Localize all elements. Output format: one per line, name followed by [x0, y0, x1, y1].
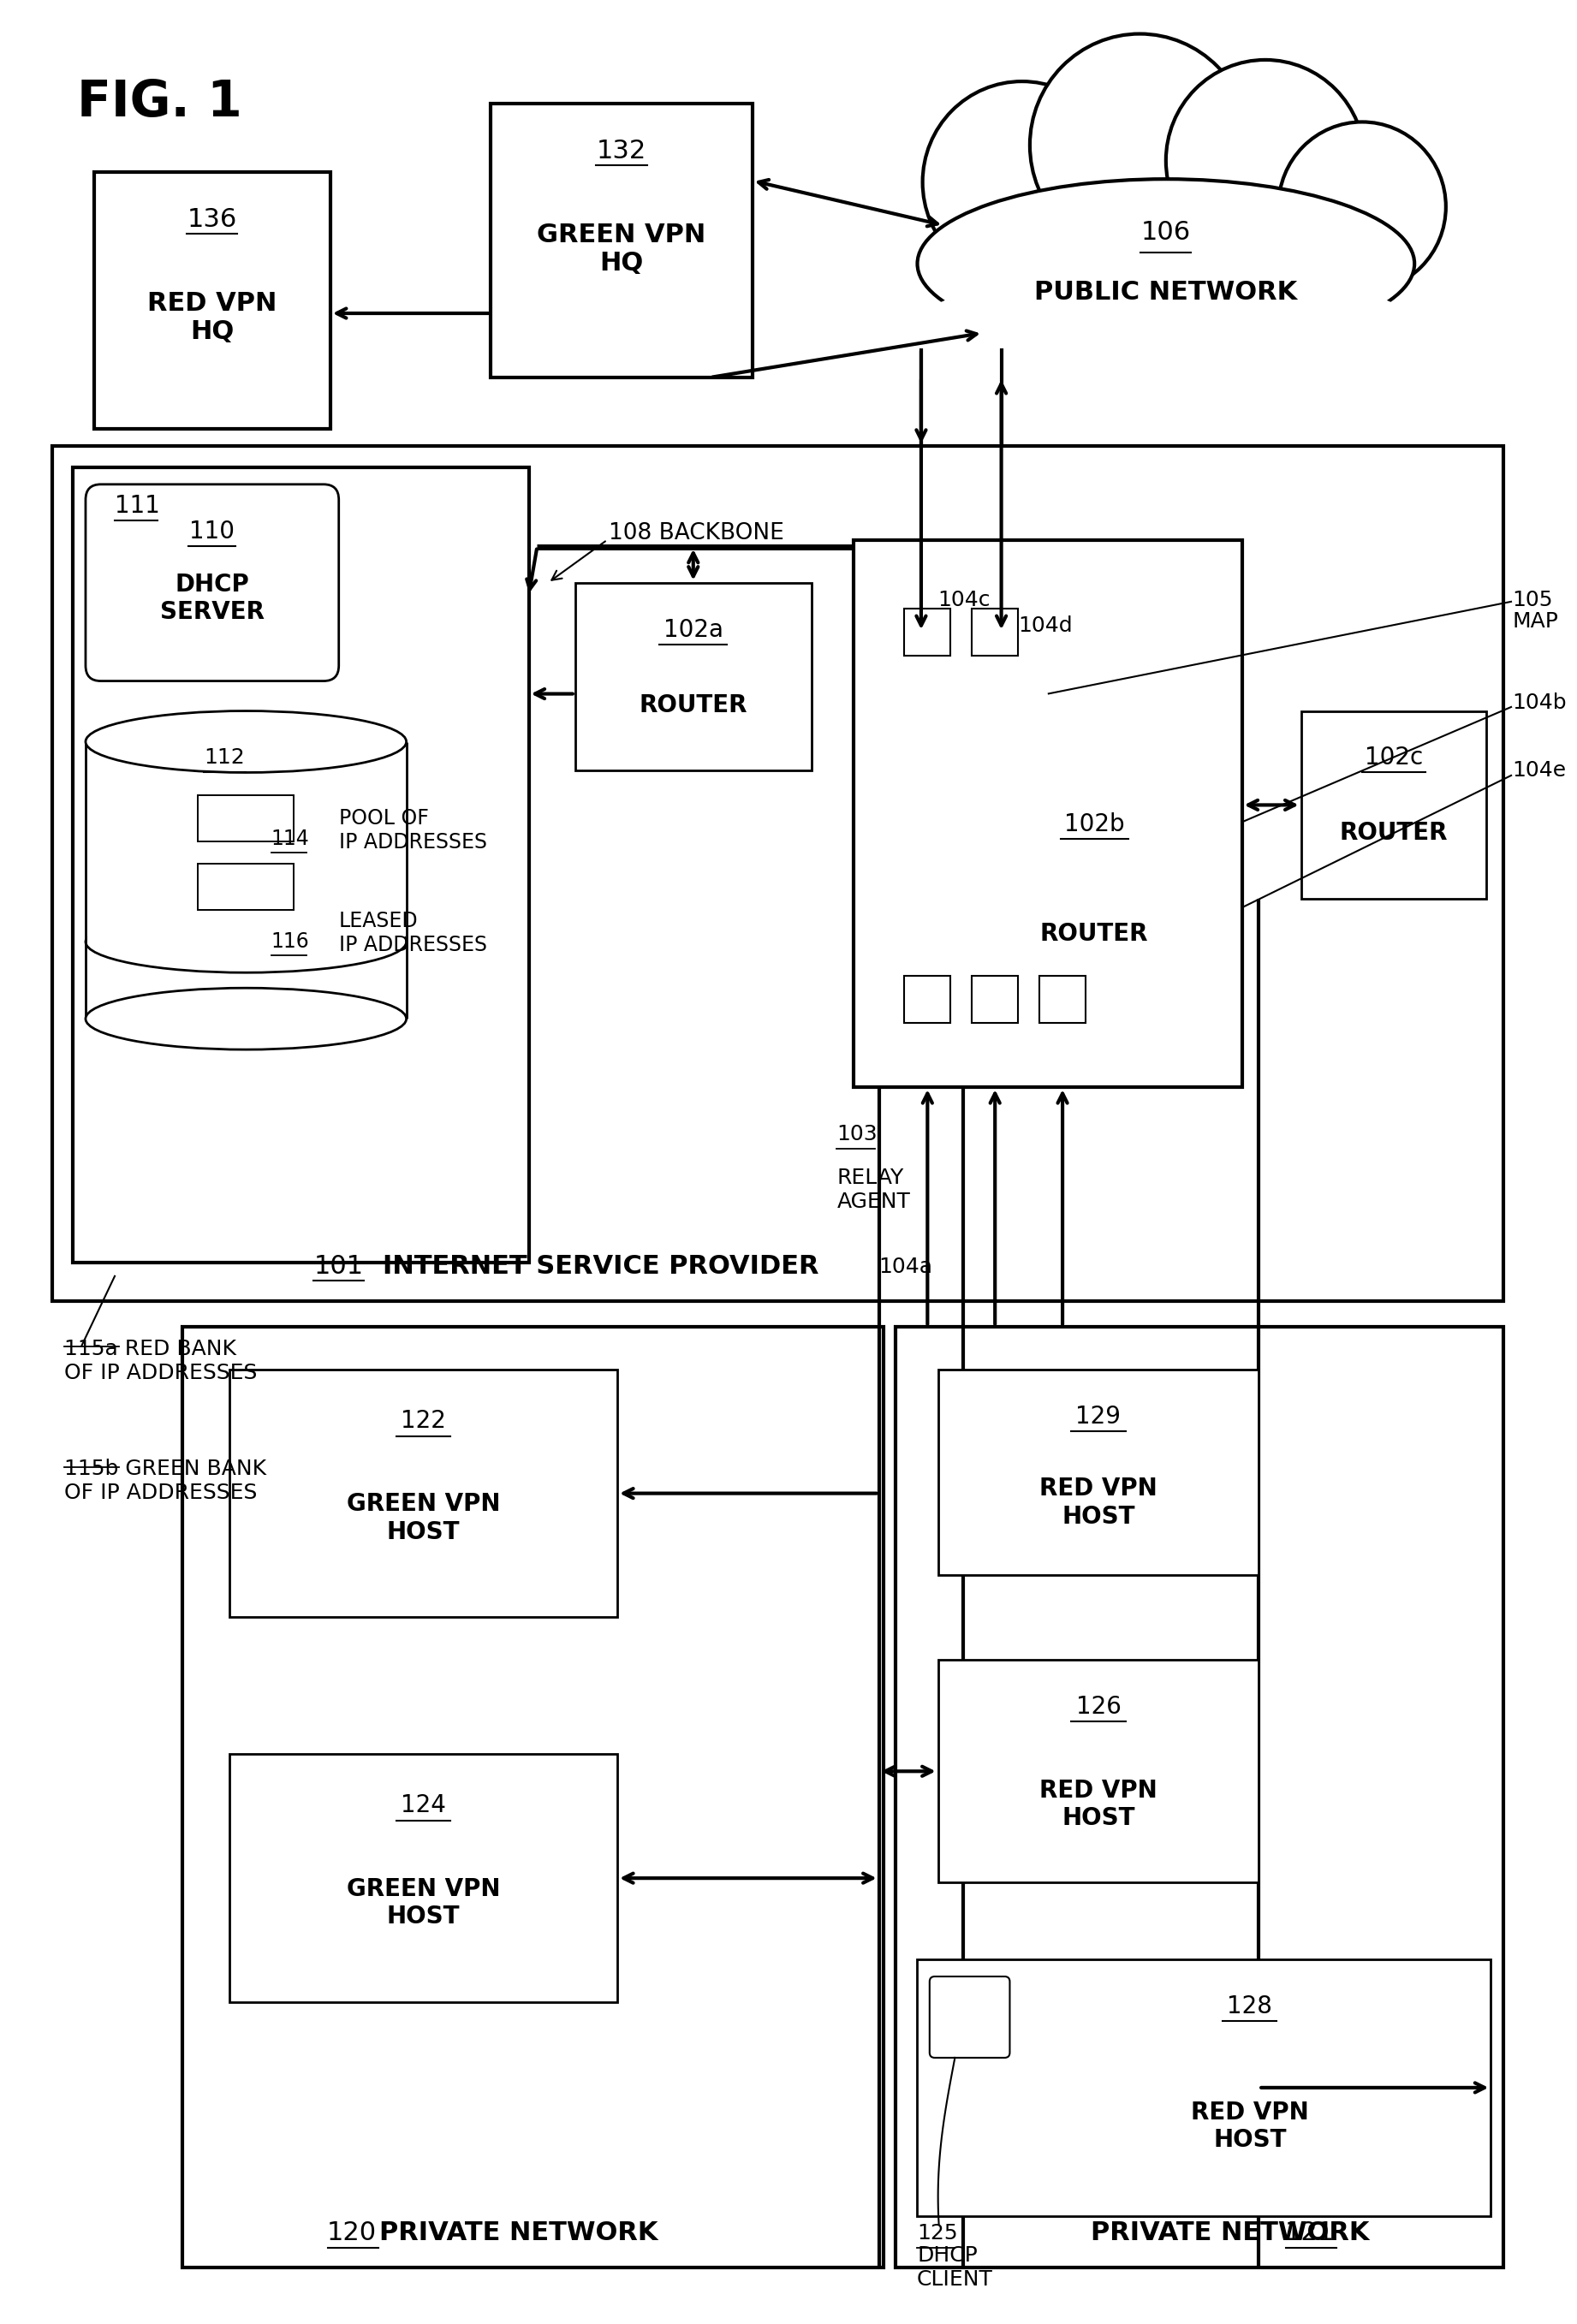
Bar [183, 1327, 883, 2268]
Text: 115b GREEN BANK
OF IP ADDRESSES: 115b GREEN BANK OF IP ADDRESSES [65, 1459, 267, 1504]
Text: GREEN VPN
HOST: GREEN VPN HOST [347, 1492, 500, 1543]
Text: 108 BACKBONE: 108 BACKBONE [609, 523, 784, 544]
Text: 102c: 102c [1364, 746, 1422, 769]
Circle shape [1279, 121, 1446, 290]
Text: MAP: MAP [1512, 611, 1558, 632]
Text: 111: 111 [115, 493, 161, 518]
Bar [971, 976, 1019, 1023]
Text: RED VPN
HOST: RED VPN HOST [1191, 2101, 1309, 2152]
Text: 128: 128 [1227, 1994, 1273, 2020]
Text: 105: 105 [1512, 590, 1553, 609]
Bar [916, 1959, 1490, 2215]
Circle shape [1030, 35, 1249, 256]
Text: 116: 116 [271, 932, 309, 953]
Text: 104a: 104a [878, 1257, 934, 1276]
Bar [938, 1369, 1258, 1576]
Bar [85, 741, 407, 1018]
Bar [490, 105, 752, 376]
Text: GREEN VPN
HQ: GREEN VPN HQ [538, 223, 706, 277]
Text: 104d: 104d [1019, 616, 1072, 637]
Text: 124: 124 [401, 1794, 446, 1817]
Bar [1301, 711, 1487, 899]
Bar [52, 446, 1503, 1301]
Bar [904, 609, 951, 655]
Text: ROUTER: ROUTER [1041, 923, 1148, 946]
Text: ROUTER: ROUTER [1339, 820, 1448, 846]
Ellipse shape [918, 179, 1415, 349]
Text: 121: 121 [1285, 2222, 1334, 2245]
Ellipse shape [957, 214, 1375, 344]
Ellipse shape [85, 988, 407, 1050]
Bar [87, 772, 405, 941]
Text: 126: 126 [1076, 1694, 1121, 1720]
Text: POOL OF
IP ADDRESSES: POOL OF IP ADDRESSES [339, 809, 487, 853]
Circle shape [923, 81, 1121, 284]
Text: 120: 120 [326, 2222, 377, 2245]
Text: LEASED
IP ADDRESSES: LEASED IP ADDRESSES [339, 911, 487, 955]
Text: 115a RED BANK
OF IP ADDRESSES: 115a RED BANK OF IP ADDRESSES [65, 1339, 257, 1383]
Text: PRIVATE NETWORK: PRIVATE NETWORK [1091, 2222, 1369, 2245]
Text: ROUTER: ROUTER [639, 693, 747, 716]
Text: 104c: 104c [938, 590, 990, 609]
Text: RED VPN
HQ: RED VPN HQ [147, 290, 278, 344]
Ellipse shape [918, 179, 1415, 349]
Bar [197, 862, 293, 909]
Text: 114: 114 [271, 830, 309, 851]
Bar [95, 172, 330, 428]
Text: 101: 101 [314, 1255, 364, 1278]
Text: 129: 129 [1076, 1404, 1121, 1429]
Ellipse shape [85, 711, 407, 772]
Text: 132: 132 [596, 139, 647, 163]
Text: INTERNET SERVICE PROVIDER: INTERNET SERVICE PROVIDER [382, 1255, 818, 1278]
Circle shape [923, 81, 1121, 284]
Text: 122: 122 [401, 1408, 446, 1432]
Text: 104e: 104e [1512, 760, 1566, 781]
Text: DHCP
CLIENT: DHCP CLIENT [916, 2245, 994, 2289]
Circle shape [1279, 121, 1446, 290]
Text: PRIVATE NETWORK: PRIVATE NETWORK [380, 2222, 658, 2245]
Text: 102b: 102b [1064, 813, 1124, 837]
Bar [896, 1327, 1503, 2268]
Text: 103: 103 [837, 1125, 877, 1143]
Text: GREEN VPN
HOST: GREEN VPN HOST [347, 1878, 500, 1929]
Bar [73, 467, 528, 1262]
Text: DHCP
SERVER: DHCP SERVER [159, 572, 265, 625]
Text: FIG. 1: FIG. 1 [77, 79, 243, 128]
Circle shape [1165, 60, 1364, 260]
Text: RED VPN
HOST: RED VPN HOST [1039, 1478, 1158, 1529]
Circle shape [1030, 35, 1249, 256]
FancyBboxPatch shape [929, 1975, 1009, 2057]
Bar [197, 795, 293, 841]
Text: 125: 125 [916, 2222, 957, 2243]
Bar [971, 609, 1019, 655]
Bar [576, 583, 812, 772]
Ellipse shape [924, 274, 1408, 360]
Text: 102a: 102a [664, 618, 724, 641]
Bar [1039, 976, 1085, 1023]
FancyBboxPatch shape [85, 483, 339, 681]
Text: RED VPN
HOST: RED VPN HOST [1039, 1778, 1158, 1831]
Text: 112: 112 [203, 748, 244, 769]
Text: 106: 106 [1142, 221, 1191, 244]
Text: 110: 110 [189, 518, 235, 544]
Bar [904, 976, 951, 1023]
Bar [229, 1369, 617, 1618]
Bar [853, 539, 1241, 1088]
Ellipse shape [85, 911, 407, 971]
Text: 104b: 104b [1512, 693, 1566, 713]
Text: PUBLIC NETWORK: PUBLIC NETWORK [1035, 279, 1298, 304]
Text: 136: 136 [188, 207, 237, 232]
Circle shape [1165, 60, 1364, 260]
Bar [229, 1755, 617, 2003]
Bar [938, 1659, 1258, 1882]
Text: RELAY
AGENT: RELAY AGENT [837, 1167, 910, 1211]
